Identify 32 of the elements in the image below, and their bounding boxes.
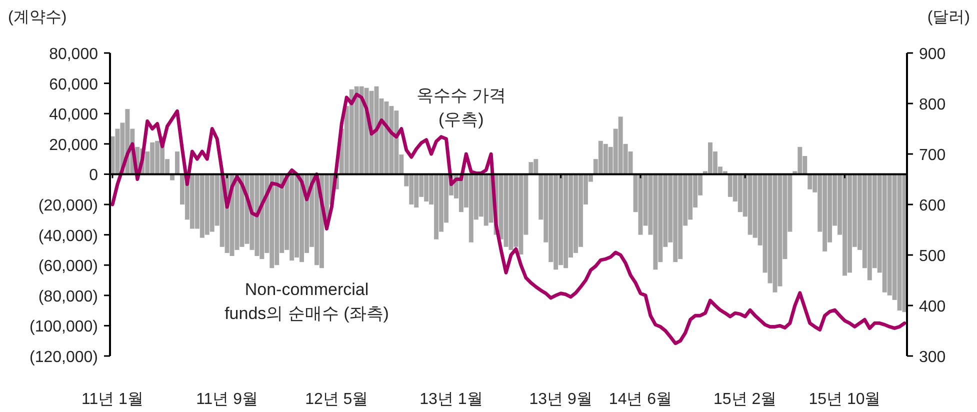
y-tick-label: (60,000)	[38, 258, 98, 276]
x-tick-label: 11년 1월	[82, 391, 144, 408]
x-tick-label: 13년 1월	[420, 391, 483, 408]
bar	[170, 174, 175, 180]
y-tick-label: 20,000	[49, 136, 98, 154]
y2-tick-label: 300	[919, 349, 946, 366]
y-tick-label: (40,000)	[38, 228, 98, 245]
y2-tick-label: 500	[919, 248, 946, 265]
x-tick-label: 15년 2월	[714, 391, 777, 408]
y-tick-label: 40,000	[49, 106, 98, 124]
series-label: 옥수수 가격 (우측)	[415, 85, 508, 131]
bar	[175, 151, 180, 174]
x-tick-label: 12년 5월	[305, 391, 368, 408]
x-tick-label: 13년 9월	[529, 391, 592, 408]
x-tick-label: 14년 6월	[608, 391, 672, 408]
y-tick-label: (80,000)	[38, 288, 98, 306]
y-tick-label: (120,000)	[30, 349, 98, 366]
y2-tick-label: 700	[919, 147, 946, 164]
y-tick-label: 60,000	[49, 76, 98, 94]
y2-tick-label: 400	[919, 298, 946, 316]
y-axis-title: (계약수)	[8, 9, 67, 26]
y-tick-label: (100,000)	[30, 318, 98, 336]
x-tick-label: 15년 10월	[808, 391, 881, 408]
y-tick-label: 80,000	[49, 46, 98, 63]
x-tick-label: 11년 9월	[196, 391, 258, 408]
y2-axis-title: (달러)	[927, 9, 970, 26]
y2-tick-label: 600	[919, 198, 946, 214]
y2-tick-label: 800	[919, 96, 946, 114]
y2-tick-label: 900	[919, 46, 946, 63]
y-tick-label: 0	[89, 167, 98, 184]
y-tick-label: (20,000)	[38, 198, 98, 214]
series-label: Non-commercial funds의 순매수 (좌측)	[224, 279, 390, 325]
